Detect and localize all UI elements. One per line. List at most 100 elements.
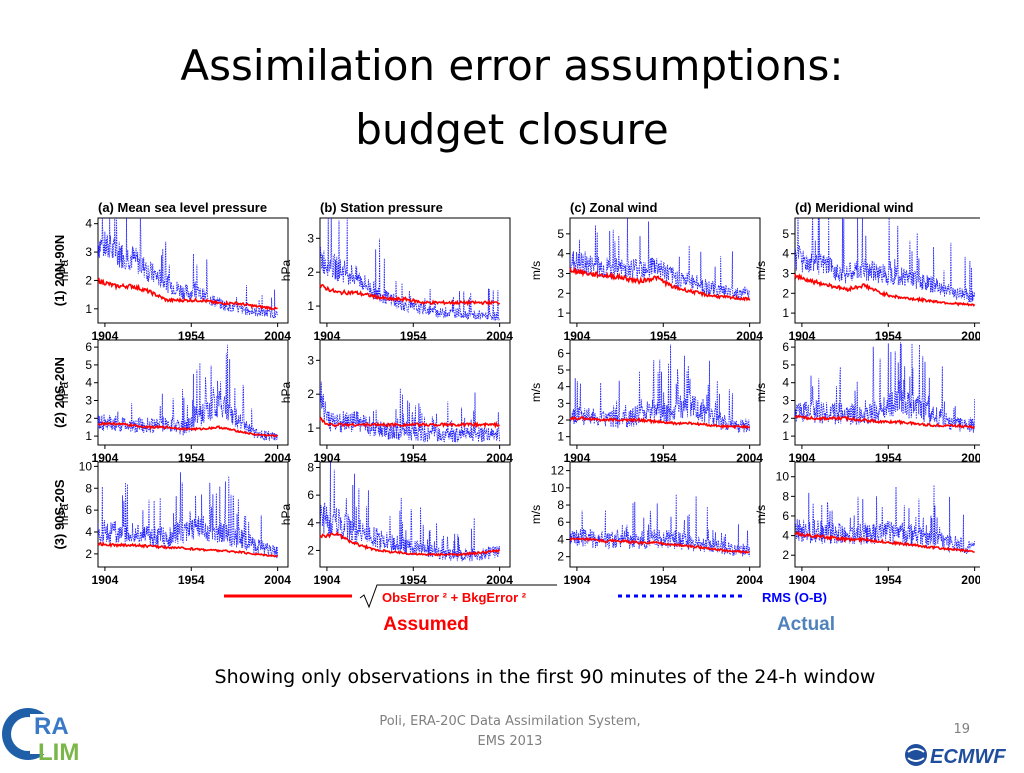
page-number: 19: [953, 722, 970, 737]
panel-0-1-ytick-label: 3: [307, 231, 314, 245]
panel-1-0-ytick-label: 5: [85, 358, 92, 372]
panel-1-2-actual-series: [569, 344, 750, 433]
panel-0-2-ylabel: m/s: [529, 261, 543, 280]
panel-0-1-actual-series: [319, 217, 500, 322]
panel-0-3-ylabel: m/s: [754, 261, 768, 280]
panel-1-2-ytick-label: 4: [557, 380, 564, 394]
panel-0-2-assumed-series: [569, 266, 751, 302]
svg-text:RA: RA: [34, 713, 69, 740]
svg-text:ECMWF: ECMWF: [930, 746, 1006, 768]
panel-2-0-xtick-label: 1954: [178, 573, 205, 587]
panel-0-1-ytick-label: 1: [307, 299, 314, 313]
panel-2-2-assumed-series: [569, 536, 750, 554]
actual-caption: Actual: [777, 614, 835, 635]
panel-2-3-frame: [794, 461, 986, 568]
panel-0-2-ytick-label: 5: [557, 227, 564, 241]
panel-1-3-ytick-label: 1: [782, 429, 789, 443]
panel-2-1-ylabel: hPa: [279, 504, 293, 526]
panel-2-0-ytick-label: 2: [85, 547, 92, 561]
panel-0-1-assumed-series: [319, 283, 501, 307]
panel-1-2-ytick-label: 2: [557, 413, 564, 427]
panel-2-2-ylabel: m/s: [529, 505, 543, 524]
panel-0-2-ytick-label: 2: [557, 286, 564, 300]
panel-0-3-assumed-series: [794, 273, 976, 307]
panel-2-0-ylabel: hPa: [57, 504, 71, 526]
panel-2-1-xtick-label: 1954: [400, 573, 427, 587]
panel-0-2-ytick-label: 1: [557, 306, 564, 320]
panel-1-2-ylabel: m/s: [529, 383, 543, 402]
panel-2-2-ytick-label: 8: [557, 498, 564, 512]
panel-0-0-ylabel: hPa: [57, 260, 71, 282]
row-label-2: (3) 90S-20S: [52, 479, 67, 549]
panel-2-3-ytick-label: 4: [782, 529, 789, 543]
panel-0-0-ytick-label: 4: [85, 217, 92, 231]
panel-1-3-frame: [794, 339, 986, 446]
panel-2-0-xtick-label: 2004: [264, 573, 291, 587]
slide-footer: Poli, ERA-20C Data Assimilation System, …: [300, 712, 720, 752]
panel-0-3-frame: [794, 217, 986, 324]
panel-2-1-assumed-series: [319, 531, 501, 557]
panel-1-1-ytick-label: 2: [307, 387, 314, 401]
panel-2-1-xtick-label: 2004: [486, 573, 513, 587]
panel-2-0-ytick-label: 4: [85, 525, 92, 539]
panel-2-0-ytick-label: 6: [85, 503, 92, 517]
panel-2-3-ytick-label: 8: [782, 489, 789, 503]
assumed-caption: Assumed: [383, 614, 469, 635]
panel-2-1-frame: [319, 461, 511, 568]
panel-2-2-ytick-label: 4: [557, 532, 564, 546]
panel-2-3-ytick-label: 6: [782, 509, 789, 523]
panel-1-2-ytick-label: 6: [557, 346, 564, 360]
panel-2-1-ytick-label: 4: [307, 516, 314, 530]
panel-1-3-ylabel: m/s: [754, 383, 768, 402]
panel-2-2-frame: [569, 461, 761, 568]
panel-0-1-frame: [319, 217, 511, 324]
panel-2-2-ytick-label: 12: [551, 464, 565, 478]
panel-2-2-ytick-label: 2: [557, 550, 564, 564]
chart-figure: (a) Mean sea level pressure (b) Station p…: [40, 192, 988, 644]
panel-2-3-ytick-label: 2: [782, 548, 789, 562]
panel-0-0-assumed-series: [97, 277, 278, 311]
panel-2-3-assumed-series: [794, 530, 975, 553]
panel-1-2-assumed-series: [569, 416, 751, 430]
panel-0-3-actual-series: [794, 217, 975, 303]
panel-2-3-xtick-label: 1954: [875, 573, 902, 587]
panel-0-2-actual-series: [569, 217, 750, 300]
panel-1-1-ytick-label: 1: [307, 421, 314, 435]
panel-1-0-ylabel: hPa: [57, 382, 71, 404]
column-title-2: (c) Zonal wind: [570, 200, 657, 215]
panel-1-1-ytick-label: 3: [307, 353, 314, 367]
panel-0-2-ytick-label: 4: [557, 247, 564, 261]
panel-1-2-frame: [569, 339, 761, 446]
panel-1-1-assumed-series: [319, 416, 500, 429]
panel-0-2-frame: [569, 217, 761, 324]
column-title-0: (a) Mean sea level pressure: [98, 200, 267, 215]
panel-2-1-ytick-label: 2: [307, 543, 314, 557]
era-clim-logo: RA LIM: [0, 700, 130, 768]
panel-2-0-ytick-label: 8: [85, 481, 92, 495]
panel-2-3-ylabel: m/s: [754, 505, 768, 524]
panel-1-2-ytick-label: 1: [557, 430, 564, 444]
panel-1-3-ytick-label: 4: [782, 376, 789, 390]
panel-2-0-actual-series: [97, 472, 278, 559]
panel-2-0-xtick-label: 1904: [92, 573, 119, 587]
slide-title-line2: budget closure: [355, 105, 669, 154]
panel-0-3-ytick-label: 5: [782, 227, 789, 241]
row-label-0: (1) 20N-90N: [52, 235, 67, 307]
panel-2-0-assumed-series: [97, 541, 279, 558]
chart-panels-svg: (a) Mean sea level pressure (b) Station p…: [52, 200, 988, 635]
panel-2-2-xtick-label: 1904: [564, 573, 591, 587]
panel-0-1-ylabel: hPa: [279, 260, 293, 282]
panel-0-0-ytick-label: 2: [85, 273, 92, 287]
row-label-1: (2) 20S-20N: [52, 357, 67, 428]
legend-sqrt-symbol: [359, 584, 557, 609]
legend-actual-label: RMS (O-B): [762, 590, 827, 605]
panel-2-3-ytick-label: 10: [776, 470, 790, 484]
slide-caption: Showing only observations in the first 9…: [214, 666, 876, 688]
column-title-1: (b) Station pressure: [320, 200, 443, 215]
panel-1-0-ytick-label: 1: [85, 429, 92, 443]
panel-0-3-ytick-label: 1: [782, 306, 789, 320]
panel-0-3-ytick-label: 4: [782, 247, 789, 261]
panel-1-3-actual-series: [794, 342, 975, 433]
slide-title-line1: Assimilation error assumptions:: [180, 41, 844, 90]
panel-2-1-ytick-label: 8: [307, 461, 314, 475]
